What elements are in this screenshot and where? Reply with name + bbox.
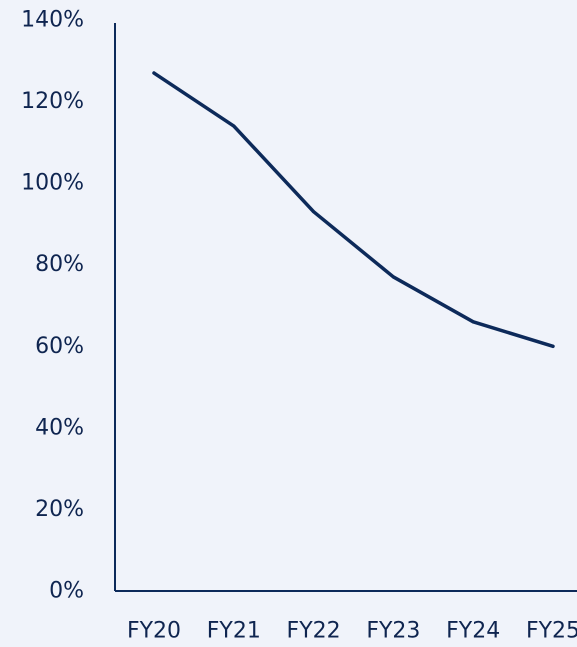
x-tick-label-fy25: FY25 [526,619,577,644]
y-tick-label-0: 0% [49,579,84,604]
series-layer [152,71,555,349]
y-tick-label-140: 140% [21,8,84,33]
x-tick-label-fy22: FY22 [287,619,341,644]
x-tick-label-fy23: FY23 [366,619,420,644]
y-tick-label-80: 80% [35,252,84,277]
data-point-fy24 [471,320,475,324]
x-tick-label-fy20: FY20 [127,619,181,644]
y-tick-label-120: 120% [21,89,84,114]
y-tick-label-40: 40% [35,415,84,440]
x-tick-label-fy21: FY21 [207,619,261,644]
data-point-fy22 [312,210,316,214]
x-axis-tick-labels: FY20 FY21 FY22 FY23 FY24 FY25 [127,619,577,644]
y-tick-label-60: 60% [35,334,84,359]
data-point-fy23 [391,275,395,279]
data-point-fy20 [152,71,156,75]
y-tick-label-100: 100% [21,171,84,196]
y-tick-label-20: 20% [35,497,84,522]
x-tick-label-fy24: FY24 [446,619,500,644]
data-point-fy21 [232,124,236,128]
y-axis-tick-labels: 0% 20% 40% 60% 80% 100% 120% 140% [21,8,84,604]
data-point-fy25 [551,344,555,348]
series-line-1 [152,71,555,349]
